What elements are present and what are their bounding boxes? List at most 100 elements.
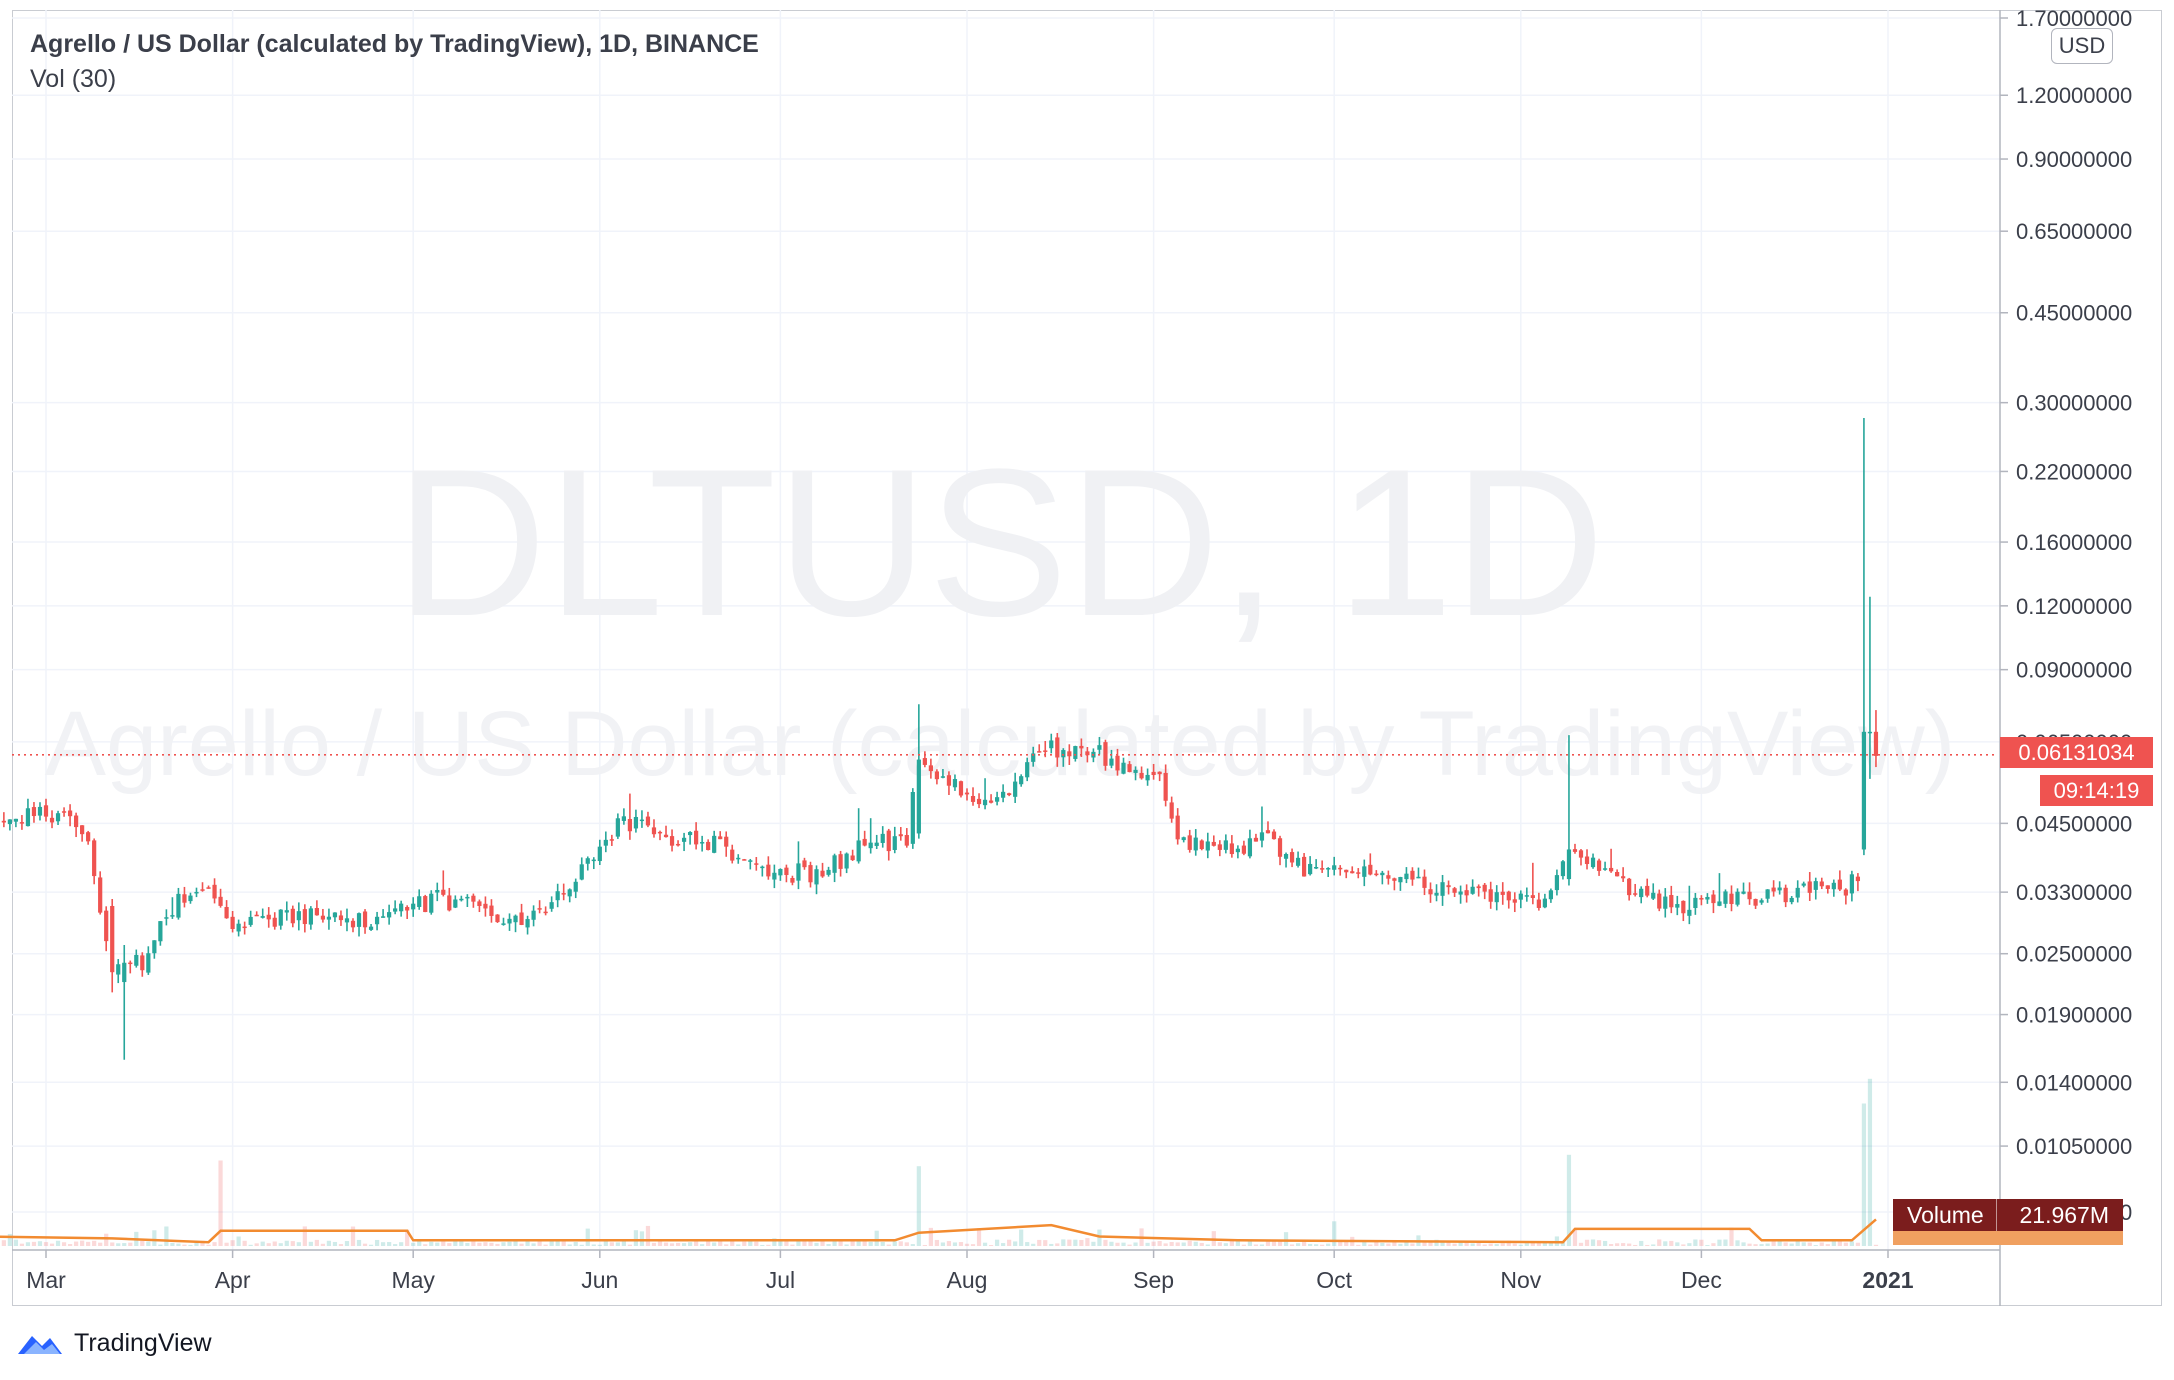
candle xyxy=(621,808,626,825)
candle-body xyxy=(1512,899,1517,903)
volume-bar xyxy=(453,1240,458,1246)
candle-body xyxy=(748,860,753,862)
volume-bar xyxy=(67,1244,73,1246)
candle-body xyxy=(1145,774,1150,781)
y-tick-label: 0.22000000 xyxy=(2016,459,2132,484)
candle xyxy=(387,904,392,925)
volume-bar xyxy=(128,1242,133,1246)
candle xyxy=(892,826,897,854)
candle xyxy=(1392,877,1397,891)
candle xyxy=(1301,853,1307,877)
volume-bar xyxy=(760,1244,765,1246)
candle-body xyxy=(1747,891,1752,900)
candle-body xyxy=(832,855,837,873)
volume-bar xyxy=(1031,1243,1036,1246)
candle-body xyxy=(1693,897,1698,909)
candle xyxy=(218,888,223,908)
candle-body xyxy=(754,863,759,865)
volume-bar xyxy=(25,1242,31,1246)
volume-bar xyxy=(555,1239,560,1246)
currency-button[interactable]: USD xyxy=(2051,28,2113,64)
candle-body xyxy=(380,916,386,918)
volume-bar xyxy=(1705,1245,1710,1246)
candle-body xyxy=(1711,894,1716,904)
volume-bar xyxy=(1007,1239,1012,1246)
candle xyxy=(266,907,271,928)
candle-body xyxy=(579,864,584,880)
volume-label-value: 21.967M xyxy=(2019,1202,2109,1228)
candle-body xyxy=(892,836,897,850)
x-tick-label: Oct xyxy=(1316,1267,1352,1293)
candle xyxy=(1753,898,1758,909)
y-tick-label: 0.12000000 xyxy=(2016,594,2132,619)
tradingview-logo[interactable]: TradingView xyxy=(14,1325,212,1361)
time-axis[interactable]: Mar Apr May Jun Jul Aug Sep Oct Nov Dec 2021 xyxy=(26,1250,1914,1293)
volume-bar xyxy=(820,1239,825,1246)
candle-body xyxy=(1458,891,1463,895)
candle xyxy=(453,895,458,909)
volume-bar xyxy=(844,1244,849,1246)
price-axis[interactable]: 1.70000000 1.20000000 0.90000000 0.65000000… xyxy=(2000,6,2132,1225)
candle-body xyxy=(67,810,73,817)
volume-bar xyxy=(459,1241,464,1246)
volume-indicator-label[interactable]: Vol (30) xyxy=(30,65,117,93)
candle-body xyxy=(1368,864,1373,875)
candle xyxy=(146,946,151,975)
volume-bar xyxy=(73,1241,79,1246)
volume-bar xyxy=(49,1243,55,1246)
candle xyxy=(489,899,494,923)
volume-bar xyxy=(1783,1242,1788,1246)
candle xyxy=(477,899,482,913)
candle-body xyxy=(952,779,958,788)
candle-body xyxy=(501,923,506,925)
candle xyxy=(368,923,374,931)
candle-body xyxy=(260,916,265,918)
volume-bar xyxy=(80,1240,85,1246)
volume-bar xyxy=(982,1242,988,1246)
candle xyxy=(1759,898,1764,905)
volume-bar xyxy=(489,1242,494,1246)
candle-body xyxy=(964,792,970,795)
volume-bar xyxy=(1849,1241,1854,1246)
candle-body xyxy=(898,834,903,837)
candle xyxy=(1813,877,1818,900)
volume-bar xyxy=(790,1244,795,1246)
candle-body xyxy=(862,838,867,846)
candle xyxy=(200,882,205,892)
candle-body xyxy=(1801,883,1806,886)
candle-body xyxy=(1229,843,1234,855)
candle xyxy=(790,875,795,886)
volume-bar xyxy=(387,1242,392,1246)
volume-bar xyxy=(1061,1239,1066,1246)
candle-body xyxy=(1356,872,1361,874)
volume-bar xyxy=(1596,1240,1602,1246)
candle xyxy=(49,810,55,829)
candle xyxy=(1572,843,1578,854)
volume-bar xyxy=(808,1241,813,1246)
volume-bar xyxy=(1229,1240,1234,1246)
candle-body xyxy=(922,758,927,765)
candle-body xyxy=(910,792,915,844)
volume-bar xyxy=(7,1233,12,1246)
candle xyxy=(724,831,729,857)
candle-body xyxy=(1193,837,1198,851)
candle-body xyxy=(1259,832,1265,841)
y-tick-label: 0.04500000 xyxy=(2016,811,2132,836)
candle xyxy=(633,809,639,833)
candle xyxy=(561,883,566,901)
volume-bar xyxy=(212,1242,217,1246)
candle-body xyxy=(1590,857,1596,868)
candle-body xyxy=(507,918,512,924)
candle-body xyxy=(1819,881,1824,887)
candle xyxy=(1115,748,1120,776)
candle-body xyxy=(1139,772,1144,779)
candle xyxy=(1518,890,1523,909)
volume-bar xyxy=(1049,1243,1054,1246)
candle-body xyxy=(200,889,205,891)
volume-bar xyxy=(1265,1241,1271,1246)
candle-body xyxy=(1133,769,1138,773)
volume-bar xyxy=(868,1241,873,1246)
volume-bar xyxy=(1633,1244,1638,1246)
candle-body xyxy=(796,863,801,881)
